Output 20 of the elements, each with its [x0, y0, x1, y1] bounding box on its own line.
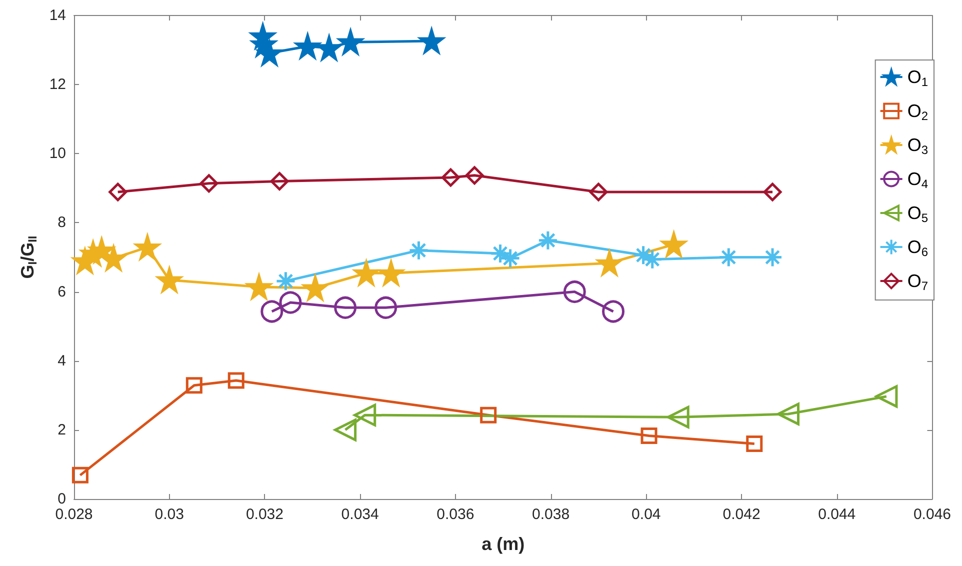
x-tick-label: 0.032 [246, 506, 284, 523]
y-tick-label: 12 [49, 76, 66, 94]
x-axis-title: a (m) [482, 534, 525, 554]
y-axis-title: GI/GII [17, 236, 40, 279]
x-tick-label: 0.042 [722, 506, 760, 523]
x-tick-label: 0.034 [341, 506, 379, 523]
y-tick-label: 2 [58, 421, 66, 438]
x-tick-label: 0.044 [818, 506, 856, 523]
y-tick-label: 8 [58, 214, 66, 232]
x-tick-label: 0.038 [532, 506, 570, 523]
x-tick-label: 0.03 [154, 506, 184, 523]
x-tick-label: 0.04 [632, 506, 661, 523]
x-tick-label: 0.046 [913, 506, 952, 523]
y-tick-label: 14 [49, 7, 66, 24]
y-tick-label: 4 [58, 352, 66, 370]
y-tick-label: 0 [58, 490, 66, 508]
y-tick-label: 10 [49, 145, 66, 162]
x-tick-label: 0.028 [55, 506, 93, 523]
x-tick-label: 0.036 [436, 506, 474, 523]
y-tick-label: 6 [58, 283, 66, 300]
